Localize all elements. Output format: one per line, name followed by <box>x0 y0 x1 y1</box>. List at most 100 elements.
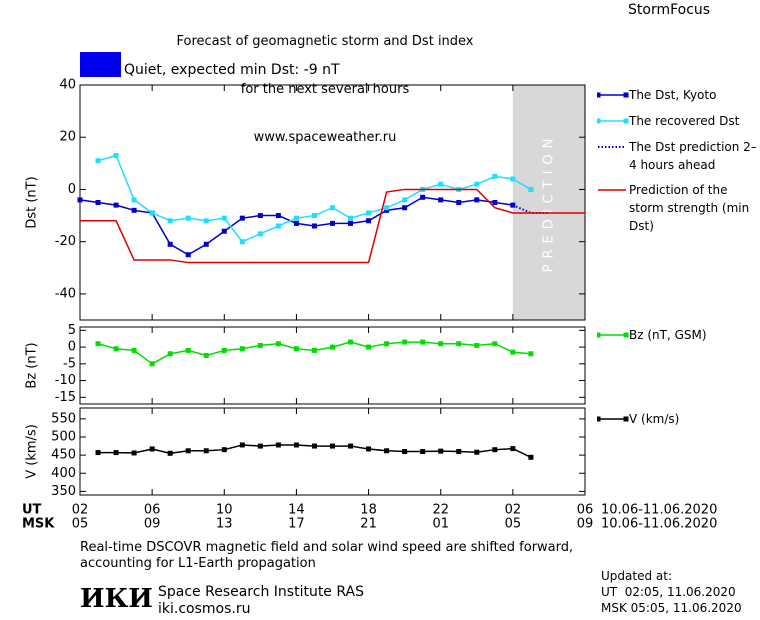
legend-item: V (km/s) <box>597 410 759 428</box>
series-marker <box>131 207 137 213</box>
series-marker <box>510 176 516 182</box>
series-marker <box>474 342 480 348</box>
y-tick-label: -20 <box>55 234 76 249</box>
series-marker <box>330 220 335 226</box>
legend-icon <box>597 92 629 98</box>
series-marker <box>275 341 281 347</box>
legend-label: Prediction of the storm strength (min Ds… <box>629 183 750 233</box>
series-marker <box>330 344 335 350</box>
legend-item: The Dst, Kyoto <box>597 86 759 104</box>
series-marker <box>185 448 191 454</box>
series-marker <box>366 344 372 350</box>
series-marker <box>257 213 263 219</box>
series-marker <box>203 218 209 224</box>
series-marker <box>420 194 426 200</box>
institute: Space Research Institute RAS <box>158 584 364 600</box>
x-tick-label: 13 <box>216 517 233 532</box>
panel-frame <box>79 407 586 496</box>
series-marker <box>438 181 444 187</box>
y-tick-label: 400 <box>51 466 76 481</box>
series-marker <box>311 443 317 449</box>
footer-note: Real-time DSCOVR magnetic field and sola… <box>80 540 574 571</box>
x-tick-label: 09 <box>144 517 161 532</box>
series-marker <box>275 223 281 229</box>
y-tick-label: 5 <box>68 323 76 338</box>
x-tick-label: 14 <box>288 503 305 518</box>
series-marker <box>95 158 101 164</box>
series-marker <box>384 448 390 454</box>
legend-marker <box>597 92 601 98</box>
y-axis-label: Bz (nT) <box>25 342 40 388</box>
series-marker <box>203 352 209 358</box>
series-marker <box>402 197 408 203</box>
legend-marker <box>597 118 601 124</box>
y-tick-label: -5 <box>63 356 76 371</box>
legend-marker <box>623 118 629 124</box>
title-line: Forecast of geomagnetic storm and Dst in… <box>176 34 474 49</box>
x-tick-label: 22 <box>432 503 449 518</box>
series-marker <box>131 347 137 353</box>
series-marker <box>95 341 101 347</box>
x-tick-label: 06 <box>144 503 161 518</box>
series-marker <box>348 339 354 345</box>
series-marker <box>402 449 408 454</box>
series-marker <box>167 351 173 357</box>
series-marker <box>293 220 299 226</box>
series-marker <box>492 200 498 205</box>
series-marker <box>474 449 480 455</box>
date-range: 10.06-11.06.2020 <box>601 503 717 518</box>
status: Quiet, expected min Dst: -9 nT <box>124 62 340 78</box>
legend-marker <box>623 332 629 338</box>
legend-marker <box>597 332 601 338</box>
series-marker <box>474 181 480 187</box>
legend-label: The Dst, Kyoto <box>629 88 717 102</box>
logo: ИКИ <box>80 584 153 614</box>
y-tick-label: -15 <box>55 390 76 405</box>
series-marker <box>257 231 263 237</box>
legend-marker <box>597 416 601 422</box>
legend-icon <box>597 118 629 124</box>
series-marker <box>113 346 119 352</box>
series-marker <box>131 197 137 203</box>
series-marker <box>384 205 390 211</box>
series-marker <box>293 442 299 448</box>
prediction-region <box>512 85 585 320</box>
legend-icon <box>597 332 629 338</box>
updated-msk: MSK 05:05, 11.06.2020 <box>601 601 742 615</box>
series-marker <box>402 339 408 345</box>
series-marker <box>221 347 227 353</box>
series-marker <box>257 443 263 449</box>
series-marker <box>185 252 191 258</box>
site: iki.cosmos.ru <box>158 601 251 617</box>
title: Forecast of geomagnetic storm and Dst in… <box>0 2 650 162</box>
updated-title: Updated at: <box>601 569 672 583</box>
series-marker <box>113 450 119 456</box>
series-marker <box>167 450 173 456</box>
title-line: www.spaceweather.ru <box>253 130 397 145</box>
series-marker <box>167 241 173 247</box>
title-line: for the next several hours <box>240 82 410 97</box>
y-tick-label: -40 <box>55 286 76 301</box>
series-line <box>97 154 532 243</box>
x-tick-label: 01 <box>432 517 449 532</box>
legend-item: The Dst prediction 2–4 hours ahead <box>597 138 759 174</box>
legend-label: V (km/s) <box>629 412 680 426</box>
y-tick-label: 0 <box>68 182 76 197</box>
series-marker <box>438 448 444 454</box>
legend-item: The recovered Dst <box>597 112 759 130</box>
series-marker <box>149 210 155 216</box>
legend-marker <box>623 92 629 98</box>
series-marker <box>384 207 390 213</box>
x-axis-label: MSK <box>22 517 55 532</box>
legend-icon <box>597 416 629 422</box>
series-marker <box>330 443 335 449</box>
series-marker <box>311 223 317 229</box>
series-marker <box>113 153 119 158</box>
y-tick-label: 20 <box>59 130 76 145</box>
y-tick-label: 40 <box>59 78 76 93</box>
series-marker <box>239 215 245 221</box>
x-tick-label: 02 <box>505 503 522 518</box>
x-tick-label: 21 <box>360 517 377 532</box>
y-axis-label: V (km/s) <box>25 424 40 479</box>
